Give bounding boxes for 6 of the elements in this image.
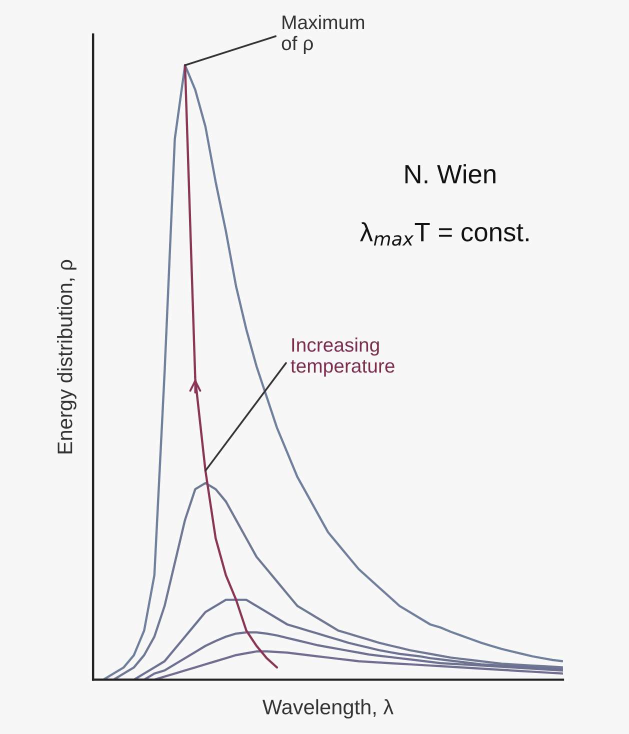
y-axis-title: Energy distribution, ρ [57, 260, 76, 454]
x-axis-title: Wavelength, λ [262, 699, 394, 719]
text: Maximum of ρ [282, 14, 364, 54]
annotation: Increasing temperature [290, 338, 394, 377]
annotation: λ$_{max}$T = const. [360, 222, 528, 246]
annotation: N. Wien [405, 164, 496, 184]
